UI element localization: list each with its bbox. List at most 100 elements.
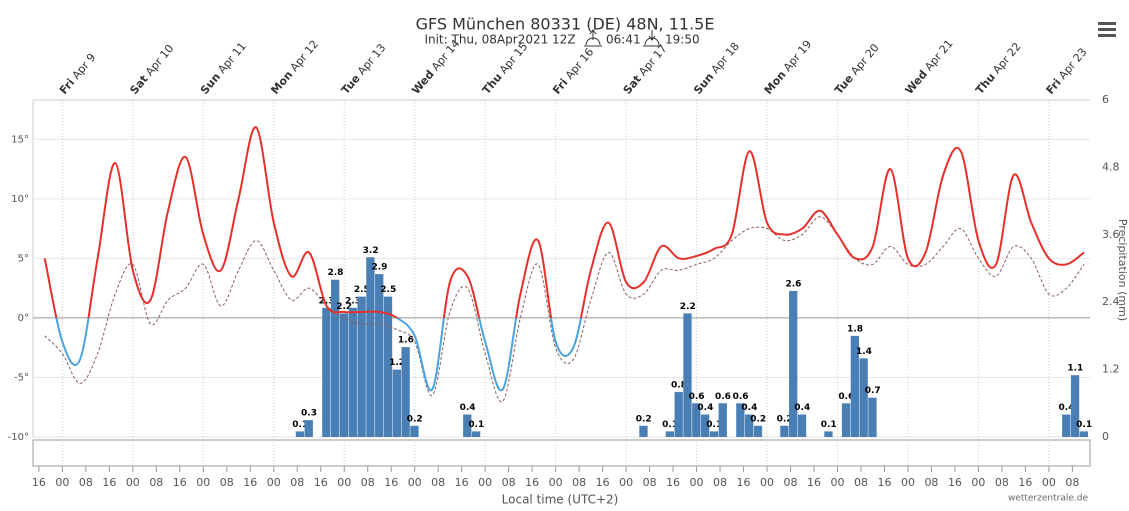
x-tick-label: 00 [408,476,422,489]
subtitle: Init: Thu, 08Apr2021 12Z [424,33,575,47]
date: Apr 13 [355,41,388,77]
precip-bar [357,296,366,437]
weekday: Tue [832,72,856,97]
weekday: Sat [621,73,644,97]
chart-title: GFS München 80331 (DE) 48N, 11.5E [416,15,715,34]
precip-label: 0.4 [697,403,713,413]
x-tick-label: 08 [924,476,938,489]
x-axis-label: Local time (UTC+2) [502,493,619,507]
x-tick-label: 00 [760,476,774,489]
y2-tick-label: 6 [1102,93,1109,106]
x-tick-label: 16 [102,476,116,489]
menu-icon[interactable] [1098,22,1116,37]
x-tick-label: 16 [32,476,46,489]
precip-bar [789,290,798,437]
weekday: Sat [127,73,150,97]
x-tick-label: 00 [337,476,351,489]
precip-bar [824,431,833,437]
precip-bar [674,392,683,437]
precip-label: 0.6 [715,392,731,402]
weekday: Fri [550,76,570,97]
y-tick-label: 15° [11,134,29,145]
x-tick-label: 08 [502,476,516,489]
date: Apr 16 [563,46,596,82]
weekday: Mon [762,68,789,97]
x-tick-label: 00 [690,476,704,489]
dewpoint-line [44,216,1085,403]
x-tick-label: 08 [431,476,445,489]
precip-label: 2.6 [785,279,801,289]
precip-bar [683,313,692,437]
temperature-line [43,126,1085,318]
day-label: Fri Apr 16 [550,46,596,97]
x-tick-label: 16 [666,476,680,489]
weekday: Wed [903,68,930,97]
precip-bar [1070,375,1080,437]
date: Apr 11 [215,40,248,76]
x-tick-label: 08 [572,476,586,489]
precip-label: 0.6 [838,392,854,402]
precip-bar [1062,414,1071,437]
y2-axis-label: Precipitation (mm) [1116,219,1129,321]
precip-label: 0.8 [671,381,687,391]
day-label: Fri Apr 23 [1044,46,1090,97]
precip-bar [322,307,331,437]
sunrise-time: 06:41 [606,33,641,47]
x-tick-label: 08 [713,476,727,489]
y-tick-label: -5° [14,372,29,383]
precip-label: 1.6 [398,336,414,346]
x-tick-label: 16 [948,476,962,489]
sunset-time: 19:50 [665,33,700,47]
precip-label: 0.4 [460,403,476,413]
date: Apr 12 [288,38,321,74]
weekday: Tue [339,72,363,97]
precip-label: 1.4 [856,347,872,357]
precip-bar [753,425,763,437]
x-tick-label: 08 [149,476,163,489]
precip-label: 0.1 [468,420,484,430]
date: Apr 20 [848,41,881,77]
precip-label: 2.5 [354,285,370,295]
precip-label: 0.4 [741,403,757,413]
x-tick-label: 00 [971,476,985,489]
x-tick-label: 00 [901,476,915,489]
x-tick-label: 08 [290,476,304,489]
precip-bar [401,347,410,437]
precip-bar [736,403,745,437]
date: Apr 10 [143,42,176,78]
precip-bar [868,397,877,437]
date: Apr 21 [922,37,955,73]
precip-bar [463,414,472,437]
x-tick-label: 00 [126,476,140,489]
precip-bar [700,414,710,437]
y2-tick-label: 3.6 [1102,228,1120,241]
x-tick-label: 08 [854,476,868,489]
y2-tick-label: 4.8 [1102,160,1120,173]
temperature-line-below-zero [55,318,582,392]
weekday: Thu [480,71,505,97]
sunset-icon [643,30,661,47]
x-tick-label: 16 [877,476,891,489]
y2-tick-label: 1.2 [1102,363,1120,376]
precip-bar [392,369,401,437]
precip-bar [665,431,675,437]
precip-bar [471,431,481,437]
x-tick-label: 16 [1018,476,1032,489]
precip-bar [745,414,754,437]
x-tick-label: 16 [314,476,328,489]
precip-bar [850,335,860,437]
precip-label: 0.6 [733,392,749,402]
x-tick-label: 16 [173,476,187,489]
precip-bar [859,358,868,437]
precip-bar [1079,431,1089,437]
date: Apr 23 [1056,46,1089,82]
precip-bar [339,313,349,437]
precip-label: 0.2 [636,414,652,424]
weekday: Sun [691,70,716,96]
precip-bar [331,279,340,437]
day-label: Wed Apr 21 [903,37,956,97]
precip-label: 0.1 [1076,420,1092,430]
wind-row [32,439,1091,467]
x-tick-label: 00 [830,476,844,489]
precip-label: 1.1 [1067,364,1083,374]
